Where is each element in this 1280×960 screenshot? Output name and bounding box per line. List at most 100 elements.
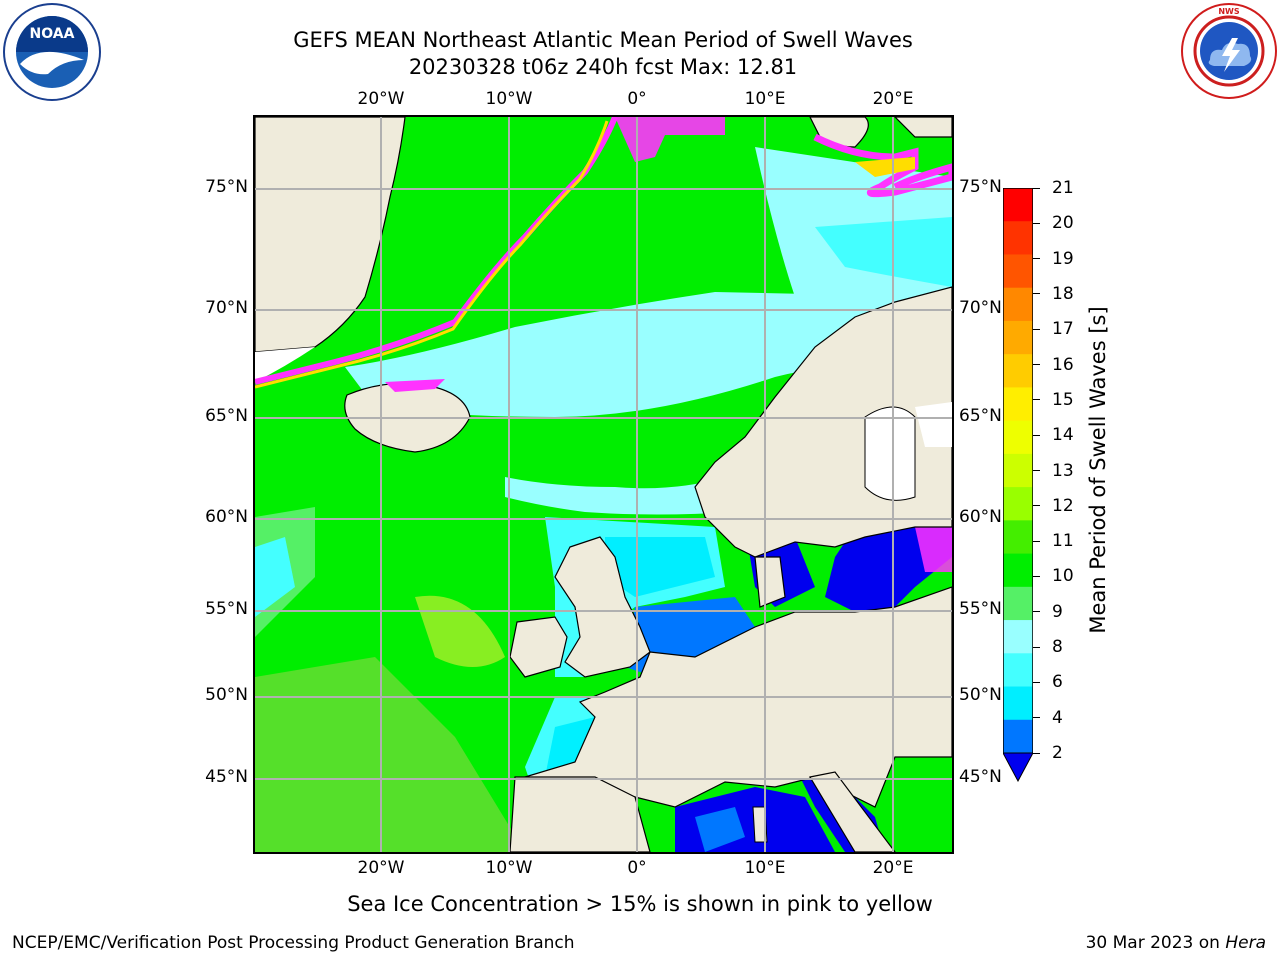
colorbar-tick-mark bbox=[1033, 258, 1040, 260]
colorbar-under-arrow bbox=[1002, 752, 1034, 783]
lon-tick-top: 0° bbox=[627, 89, 647, 109]
colorbar-segment bbox=[1003, 553, 1033, 588]
colorbar-tick-label: 20 bbox=[1052, 213, 1074, 234]
nws-logo: NWS bbox=[1180, 2, 1278, 100]
colorbar-tick-mark bbox=[1033, 540, 1040, 542]
colorbar-tick-mark bbox=[1033, 505, 1040, 507]
lon-tick-bottom: 10°W bbox=[485, 858, 533, 878]
machine-name: Hera bbox=[1225, 933, 1266, 953]
ocean-light-cyan-region bbox=[815, 217, 952, 287]
colorbar-tick-label: 4 bbox=[1052, 707, 1063, 728]
colorbar-tick-mark bbox=[1033, 681, 1040, 683]
lon-tick-top: 20°W bbox=[357, 89, 405, 109]
noaa-emblem-icon: NOAA bbox=[3, 3, 101, 101]
lat-tick-left: 75°N bbox=[205, 177, 248, 197]
colorbar-scale bbox=[1002, 187, 1034, 783]
ocean-north-sea-cyan bbox=[605, 537, 715, 597]
colorbar-tick-mark bbox=[1033, 611, 1040, 613]
colorbar-segment bbox=[1003, 453, 1033, 488]
lat-tick-left: 50°N bbox=[205, 685, 248, 705]
colorbar-tick-mark bbox=[1033, 364, 1040, 366]
lon-tick-bottom: 20°E bbox=[872, 858, 914, 878]
colorbar-tick-mark bbox=[1033, 752, 1040, 754]
colorbar-label: Mean Period of Swell Waves [s] bbox=[1086, 306, 1110, 634]
colorbar-segment bbox=[1003, 254, 1033, 289]
colorbar-segment bbox=[1003, 620, 1033, 654]
date-stamp: 30 Mar 2023 on Hera bbox=[1086, 933, 1266, 953]
land-italy bbox=[809, 771, 896, 852]
ocean-light-cyan-region bbox=[255, 537, 295, 617]
colorbar-tick-mark bbox=[1033, 328, 1040, 330]
colorbar-tick-label: 16 bbox=[1052, 354, 1074, 375]
colorbar-tick-label: 2 bbox=[1052, 743, 1063, 763]
lat-tick-right: 60°N bbox=[959, 507, 1002, 527]
lat-tick-left: 70°N bbox=[205, 298, 248, 318]
lon-tick-top: 20°E bbox=[872, 89, 914, 109]
colorbar-tick-mark bbox=[1033, 646, 1040, 648]
colorbar-segment bbox=[1003, 487, 1033, 521]
colorbar-tick-mark bbox=[1033, 222, 1040, 224]
colorbar-segment bbox=[1003, 520, 1033, 555]
noaa-logo-text: NOAA bbox=[30, 26, 75, 42]
colorbar-tick-label: 8 bbox=[1052, 637, 1063, 658]
credit-text: NCEP/EMC/Verification Post Processing Pr… bbox=[12, 933, 575, 953]
ice-greenland-coast bbox=[255, 347, 315, 382]
colorbar-segment bbox=[1003, 221, 1033, 255]
colorbar-segment bbox=[1003, 686, 1033, 721]
colorbar-tick-mark bbox=[1033, 434, 1040, 436]
lat-tick-left: 45°N bbox=[205, 767, 248, 787]
colorbar-segment bbox=[1003, 320, 1033, 355]
lat-tick-right: 45°N bbox=[959, 767, 1002, 787]
colorbar-segment bbox=[1003, 420, 1033, 455]
colorbar-tick-label: 17 bbox=[1052, 319, 1074, 340]
colorbar-tick-label: 11 bbox=[1052, 531, 1074, 552]
colorbar-tick-mark bbox=[1033, 717, 1040, 719]
colorbar-tick-mark bbox=[1033, 399, 1040, 401]
colorbar-segment bbox=[1003, 653, 1033, 688]
land-greenland bbox=[255, 117, 406, 353]
map-panel bbox=[253, 115, 954, 854]
colorbar-tick-label: 6 bbox=[1052, 672, 1063, 693]
lat-tick-right: 50°N bbox=[959, 685, 1002, 705]
colorbar bbox=[1002, 187, 1034, 783]
colorbar-segment bbox=[1003, 354, 1033, 388]
colorbar-tick-mark bbox=[1033, 187, 1040, 189]
lat-tick-left: 65°N bbox=[205, 406, 248, 426]
colorbar-tick-mark bbox=[1033, 575, 1040, 577]
ice-gulf-of-finland bbox=[915, 517, 952, 572]
colorbar-tick-label: 13 bbox=[1052, 460, 1074, 481]
chart-title-line2: 20230328 t06z 240h fcst Max: 12.81 bbox=[408, 55, 798, 79]
lat-tick-right: 75°N bbox=[959, 177, 1002, 197]
land-iberia bbox=[509, 776, 651, 852]
chart-title-line1: GEFS MEAN Northeast Atlantic Mean Period… bbox=[293, 28, 913, 52]
ocean-pale-cyan-region bbox=[505, 477, 735, 515]
colorbar-tick-label: 12 bbox=[1052, 495, 1074, 516]
ocean-pale-cyan-region bbox=[345, 292, 952, 417]
sea-ice-note: Sea Ice Concentration > 15% is shown in … bbox=[347, 892, 933, 916]
lon-tick-top: 10°W bbox=[485, 89, 533, 109]
land-denmark bbox=[754, 556, 786, 608]
ocean-light-green-region bbox=[255, 657, 525, 852]
colorbar-tick-mark bbox=[1033, 293, 1040, 295]
wave-period-map bbox=[255, 117, 952, 852]
colorbar-segment bbox=[1003, 287, 1033, 322]
colorbar-tick-label: 9 bbox=[1052, 601, 1063, 622]
lon-tick-bottom: 0° bbox=[627, 858, 647, 878]
noaa-logo: NOAA bbox=[2, 2, 102, 102]
colorbar-segment bbox=[1003, 719, 1033, 754]
colorbar-tick-label: 15 bbox=[1052, 389, 1074, 410]
lat-tick-right: 55°N bbox=[959, 599, 1002, 619]
colorbar-tick-label: 18 bbox=[1052, 283, 1074, 304]
colorbar-segment bbox=[1003, 387, 1033, 422]
land-ireland bbox=[509, 616, 568, 678]
lon-tick-bottom: 10°E bbox=[744, 858, 786, 878]
map-graticule bbox=[255, 117, 952, 852]
ice-edge-yellow bbox=[255, 120, 609, 389]
lon-tick-bottom: 20°W bbox=[357, 858, 405, 878]
land-great-britain bbox=[554, 536, 651, 678]
lat-tick-left: 55°N bbox=[205, 599, 248, 619]
svg-text:NWS: NWS bbox=[1218, 7, 1240, 16]
lat-tick-right: 65°N bbox=[959, 406, 1002, 426]
lat-tick-left: 60°N bbox=[205, 507, 248, 527]
colorbar-tick-label: 14 bbox=[1052, 425, 1074, 446]
